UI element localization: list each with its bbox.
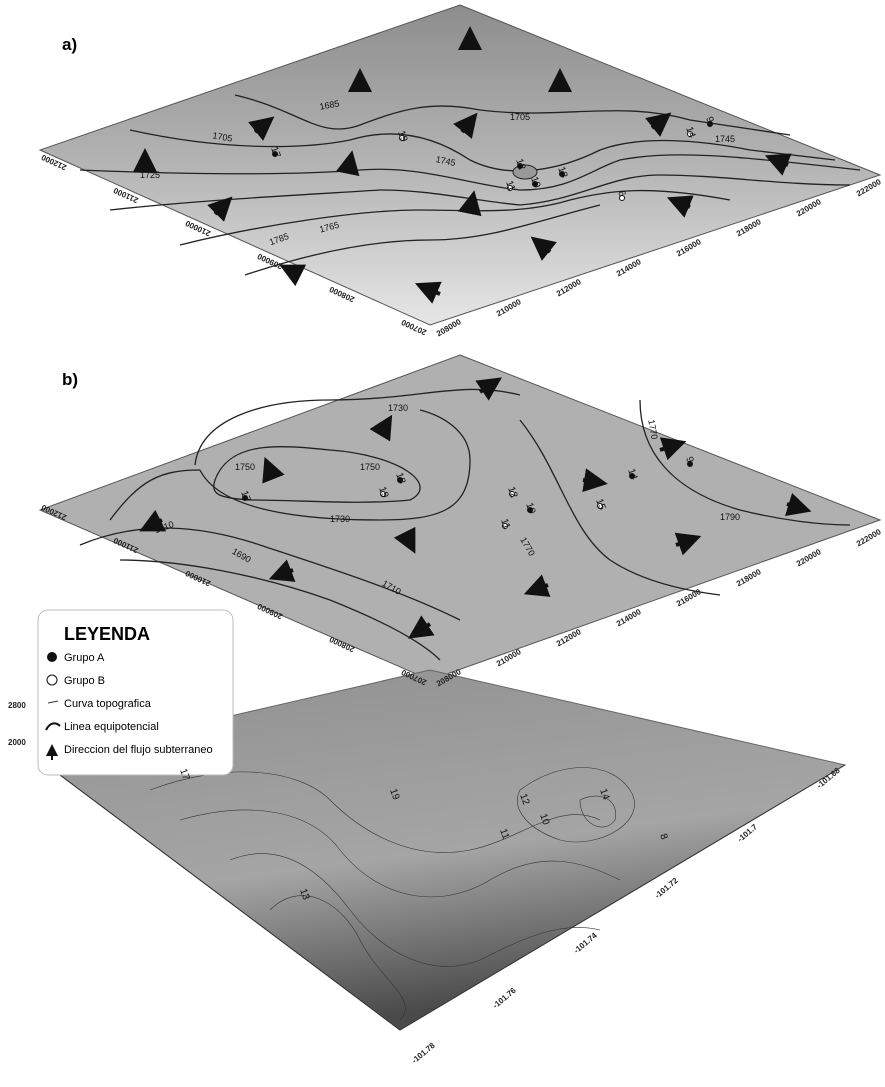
contour-label: 1730: [388, 403, 408, 413]
z-tick-label: 2000: [8, 738, 26, 747]
legend-title: LEYENDA: [64, 624, 150, 644]
panel-label: a): [62, 35, 77, 54]
legend-item: Direccion del flujo subterraneo: [64, 744, 213, 756]
map-plane: [40, 5, 880, 325]
contour-label: 1705: [510, 112, 530, 122]
page: {"panels": [ {"label": "a)", "contours":…: [0, 0, 885, 1087]
x-tick-label: 220000: [795, 547, 823, 568]
legend-symbol: [47, 675, 57, 685]
contour-label: 1745: [715, 134, 735, 144]
x-tick-label: -101.72: [653, 876, 680, 901]
x-tick-label: -101.76: [491, 986, 518, 1011]
x-tick-label: -101.78: [410, 1041, 437, 1066]
contour-label: 1750: [360, 462, 380, 472]
x-tick-label: 222000: [855, 527, 883, 548]
legend-item: Grupo B: [64, 675, 105, 687]
legend-item: Curva topografica: [64, 698, 152, 710]
legend-item: Grupo A: [64, 652, 105, 664]
contour-label: 1750: [235, 462, 255, 472]
panel-label: b): [62, 370, 78, 389]
x-tick-label: -101.74: [572, 931, 599, 956]
contour-label: 1725: [140, 170, 160, 180]
contour-label: 1790: [720, 512, 740, 522]
legend-symbol: [47, 652, 57, 662]
figure: a) b) LEYENDA 16851705172517451765178517…: [0, 0, 885, 1082]
legend-item: Linea equipotencial: [64, 721, 159, 733]
z-tick-label: 2800: [8, 701, 26, 710]
contour-label: 1730: [330, 514, 350, 524]
